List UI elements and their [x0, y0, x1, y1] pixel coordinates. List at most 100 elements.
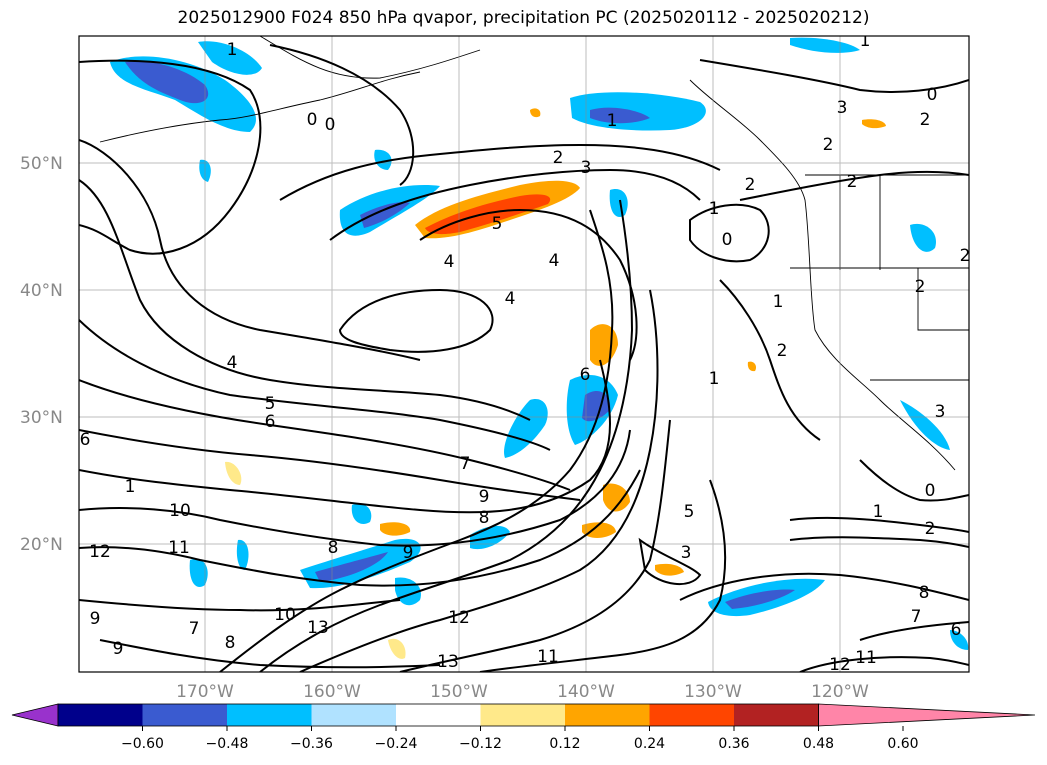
graticule: [79, 36, 969, 672]
contour-label: 6: [580, 365, 591, 385]
contour-label: 13: [437, 652, 459, 672]
contour-label: 9: [479, 487, 490, 507]
colorbar-tick-label: −0.12: [459, 736, 502, 752]
contour-label: 6: [951, 620, 962, 640]
contour-label: 2: [823, 135, 834, 155]
contour-label: 5: [492, 214, 503, 234]
contour-label: 0: [722, 230, 733, 250]
lat-label: 30°N: [20, 408, 63, 428]
contour-label: 2: [925, 519, 936, 539]
contour-label: 8: [225, 633, 236, 653]
colorbar-tick-label: 0.24: [634, 736, 665, 752]
colorbar-segment: [311, 704, 397, 726]
colorbar-segment: [565, 704, 650, 726]
contour-label: 8: [479, 508, 490, 528]
colorbar-ticks: −0.60 −0.48 −0.36 −0.24 −0.12 0.12 0.24 0.36 0.4…: [121, 726, 919, 752]
contour-label: 0: [925, 481, 936, 501]
contour-label: 0: [307, 110, 318, 130]
contour-label: 0: [927, 85, 938, 105]
contour-label: 2: [777, 341, 788, 361]
colorbar-tick-label: 0.60: [887, 736, 918, 752]
contour-label: 5: [684, 502, 695, 522]
colorbar-outline: [57, 703, 819, 727]
colorbar-segment: [649, 704, 735, 726]
contour-label: 2: [915, 277, 926, 297]
contour-label: 4: [227, 353, 238, 373]
contour-label: 2: [745, 175, 756, 195]
qvapor-contours: [79, 44, 969, 672]
contour-label: 12: [89, 542, 111, 562]
colorbar-segment: [142, 704, 228, 726]
contour-label: 6: [265, 412, 276, 432]
contour-label: 7: [460, 454, 471, 474]
lat-label: 50°N: [20, 154, 63, 174]
colorbar-segment: [396, 704, 481, 726]
map-frame: [78, 35, 970, 673]
contour-label: 10: [274, 605, 296, 625]
contour-label: 11: [168, 538, 190, 558]
colorbar-tick-label: −0.36: [290, 736, 333, 752]
contour-label: 1: [227, 40, 238, 60]
contour-label: 1: [773, 292, 784, 312]
contour-label: 6: [80, 430, 91, 450]
contour-label: 4: [505, 289, 516, 309]
colorbar-tick-label: −0.60: [121, 736, 164, 752]
contour-label: 9: [403, 543, 414, 563]
map-background: [79, 36, 969, 672]
contour-label: 4: [444, 252, 455, 272]
colorbar-extend-min: [11, 703, 59, 727]
contour-label: 1: [125, 477, 136, 497]
contour-label: 4: [549, 251, 560, 271]
contour-label: 9: [90, 609, 101, 629]
colorbar-tick-label: 0.36: [718, 736, 749, 752]
colorbar-segment: [480, 704, 566, 726]
colorbar-segment: [227, 704, 312, 726]
colorbar-tick-label: −0.24: [375, 736, 418, 752]
lat-label: 20°N: [20, 535, 63, 555]
contour-label: 0: [325, 115, 336, 135]
contour-label: 8: [919, 583, 930, 603]
lon-label: 170°W: [176, 682, 234, 702]
contour-label: 1: [860, 31, 871, 51]
contour-label: 3: [935, 402, 946, 422]
contour-label: 9: [113, 639, 124, 659]
contour-label: 3: [581, 158, 592, 178]
lon-label: 150°W: [430, 682, 488, 702]
contour-label: 1: [709, 369, 720, 389]
lon-label: 160°W: [303, 682, 361, 702]
colorbar-tick-label: 0.12: [549, 736, 580, 752]
contour-label: 3: [837, 98, 848, 118]
lat-axis: 50°N 40°N 30°N 20°N: [20, 154, 63, 555]
colorbar-extend-max: [818, 703, 1036, 727]
lon-label: 120°W: [811, 682, 869, 702]
lon-label: 130°W: [684, 682, 742, 702]
contour-label: 11: [537, 647, 559, 667]
contour-label: 2: [920, 110, 931, 130]
colorbar: [11, 703, 1036, 727]
contour-label: 2: [960, 246, 971, 266]
contour-label: 10: [169, 501, 191, 521]
colorbar-segment: [58, 704, 143, 726]
contour-label: 2: [553, 148, 564, 168]
lon-axis: 170°W 160°W 150°W 140°W 130°W 120°W: [176, 682, 869, 702]
lon-label: 140°W: [557, 682, 615, 702]
contour-label: 8: [328, 538, 339, 558]
contour-label: 7: [189, 619, 200, 639]
colorbar-tick-label: 0.48: [803, 736, 834, 752]
colorbar-tick-label: −0.48: [206, 736, 249, 752]
contour-label: 3: [681, 543, 692, 563]
contour-label: 12: [829, 655, 851, 675]
contour-label: 11: [855, 648, 877, 668]
contour-label: 5: [265, 394, 276, 414]
lat-label: 40°N: [20, 281, 63, 301]
contour-label: 1: [607, 111, 618, 131]
colorbar-segment: [734, 704, 819, 726]
map-title: 2025012900 F024 850 hPa qvapor, precipit…: [177, 8, 870, 28]
contour-label: 1: [709, 199, 720, 219]
contour-label: 7: [911, 607, 922, 627]
contour-label: 13: [307, 618, 329, 638]
contour-label: 2: [847, 172, 858, 192]
contour-label: 12: [448, 608, 470, 628]
